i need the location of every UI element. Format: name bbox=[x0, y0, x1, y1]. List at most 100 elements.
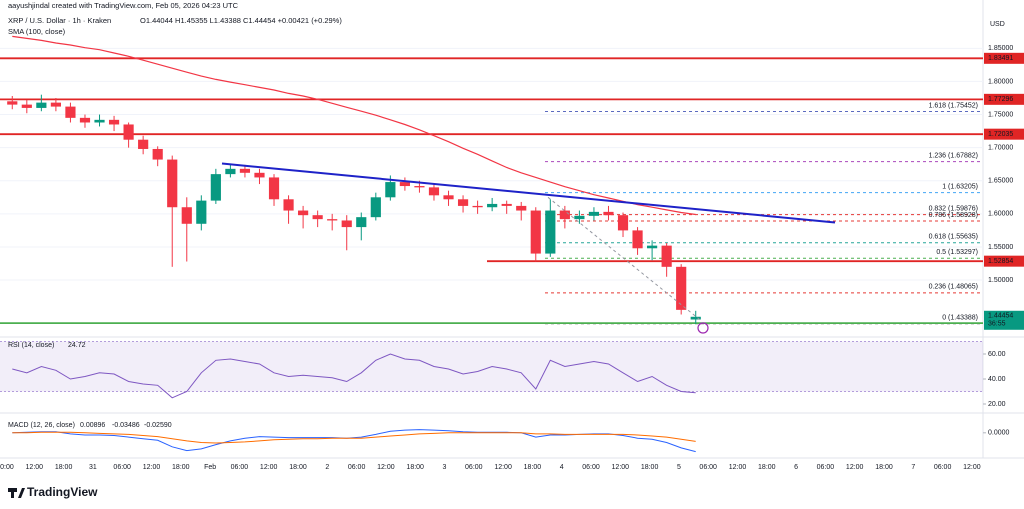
candle-body bbox=[196, 200, 207, 224]
candle-body bbox=[690, 316, 701, 320]
candle-body bbox=[152, 148, 163, 160]
candle-body bbox=[501, 203, 512, 206]
branding: TradingView bbox=[27, 485, 98, 499]
x-tick-label: 00:00 bbox=[0, 464, 14, 471]
candle-body bbox=[370, 197, 381, 218]
candle-body bbox=[588, 211, 600, 216]
fib-label: 0.5 (1.53297) bbox=[936, 249, 978, 256]
candle-body bbox=[138, 139, 149, 149]
x-tick-label: 12:00 bbox=[612, 464, 630, 471]
x-tick-label: 06:00 bbox=[231, 464, 249, 471]
price-label-bg bbox=[984, 93, 1024, 105]
candle-body bbox=[428, 187, 440, 196]
candle-body bbox=[632, 230, 643, 249]
x-tick-label: 12:00 bbox=[260, 464, 278, 471]
countdown: 36:55 bbox=[988, 321, 1006, 328]
x-tick-label: 12:00 bbox=[143, 464, 161, 471]
candle-body bbox=[443, 195, 454, 200]
fib-label: 0.236 (1.48065) bbox=[929, 284, 978, 291]
x-tick-label: 06:00 bbox=[465, 464, 483, 471]
price-label-bg bbox=[984, 52, 1024, 64]
x-tick-label: 18:00 bbox=[172, 464, 190, 471]
fib-label: 0.618 (1.55635) bbox=[929, 234, 978, 241]
macd-value: -0.02590 bbox=[144, 422, 172, 429]
candle-body bbox=[167, 159, 178, 208]
x-tick-label: 18:00 bbox=[524, 464, 542, 471]
macd-legend: MACD (12, 26, close) bbox=[8, 422, 75, 429]
x-tick-label: 18:00 bbox=[875, 464, 893, 471]
x-tick-label: 18:00 bbox=[641, 464, 659, 471]
candle-body bbox=[661, 245, 672, 267]
candle-body bbox=[516, 205, 527, 211]
candle-body bbox=[123, 124, 134, 140]
x-tick-label: 18:00 bbox=[758, 464, 776, 471]
symbol: XRP / U.S. Dollar · 1h · Kraken bbox=[8, 16, 111, 25]
x-tick-label: 06:00 bbox=[348, 464, 366, 471]
candle-body bbox=[385, 182, 396, 198]
candle-body bbox=[79, 117, 91, 123]
candle-body bbox=[676, 266, 687, 310]
candle-body bbox=[268, 177, 280, 200]
sma-legend: SMA (100, close) bbox=[8, 27, 66, 36]
x-tick-label: 06:00 bbox=[582, 464, 600, 471]
x-tick-label: 5 bbox=[677, 464, 681, 471]
price-label: 1.52854 bbox=[988, 258, 1013, 265]
x-tick-label: 06:00 bbox=[934, 464, 952, 471]
candle-body bbox=[603, 211, 614, 216]
x-tick-label: 12:00 bbox=[729, 464, 747, 471]
candle-body bbox=[94, 119, 105, 123]
macd-line bbox=[12, 431, 696, 444]
rsi-value: 24.72 bbox=[68, 342, 86, 349]
price-label: 1.72035 bbox=[988, 131, 1013, 138]
candle-body bbox=[239, 168, 251, 173]
credit: aayushjindal created with TradingView.co… bbox=[8, 1, 239, 10]
candle-body bbox=[574, 215, 585, 220]
candle-body bbox=[283, 199, 294, 211]
trendline bbox=[221, 162, 836, 224]
candle-body bbox=[36, 102, 47, 108]
price-label: 1.77296 bbox=[988, 96, 1013, 103]
x-tick-label: 2 bbox=[325, 464, 329, 471]
candle-body bbox=[559, 210, 570, 220]
candle-body bbox=[50, 102, 61, 107]
x-tick-label: 06:00 bbox=[699, 464, 717, 471]
x-tick-label: 12:00 bbox=[494, 464, 512, 471]
candle-body bbox=[545, 210, 556, 254]
ohlc: O1.44044 H1.45355 L1.43388 C1.44454 +0.0… bbox=[140, 16, 342, 25]
price-label-bg bbox=[984, 255, 1024, 267]
x-tick-label: 4 bbox=[560, 464, 564, 471]
alert-icon bbox=[697, 322, 709, 334]
x-tick-label: 12:00 bbox=[377, 464, 395, 471]
y-tick-label: 1.60000 bbox=[988, 211, 1013, 218]
rsi-line bbox=[12, 353, 696, 399]
y-tick-label: 20.00 bbox=[988, 401, 1006, 408]
fib-label: 1.236 (1.67882) bbox=[929, 153, 978, 160]
candle-body bbox=[341, 220, 352, 228]
x-tick-label: 12:00 bbox=[963, 464, 981, 471]
rsi-legend: RSI (14, close) bbox=[8, 342, 54, 349]
sma-line bbox=[12, 35, 696, 216]
x-tick-label: 7 bbox=[911, 464, 915, 471]
y-tick-label: 1.75000 bbox=[988, 111, 1013, 118]
x-tick-label: 3 bbox=[443, 464, 447, 471]
candle-body bbox=[356, 217, 367, 228]
price-label: 1.83491 bbox=[988, 55, 1013, 62]
y-tick-label: 1.70000 bbox=[988, 144, 1013, 151]
fib-label: 0 (1.43388) bbox=[942, 315, 978, 322]
x-tick-label: 12:00 bbox=[26, 464, 44, 471]
candle-body bbox=[210, 174, 221, 201]
candle-body bbox=[225, 168, 236, 175]
x-tick-label: 31 bbox=[89, 464, 97, 471]
candle-body bbox=[21, 104, 32, 108]
candle-body bbox=[472, 205, 483, 208]
candle-body bbox=[181, 207, 192, 224]
y-tick-label: 1.65000 bbox=[988, 178, 1013, 185]
candle-body bbox=[414, 186, 425, 188]
candle-body bbox=[7, 101, 18, 105]
projection bbox=[547, 196, 701, 321]
last-price-bg bbox=[984, 310, 1024, 330]
macd-value: 0.00896 bbox=[80, 422, 105, 429]
candle-body bbox=[108, 119, 120, 125]
